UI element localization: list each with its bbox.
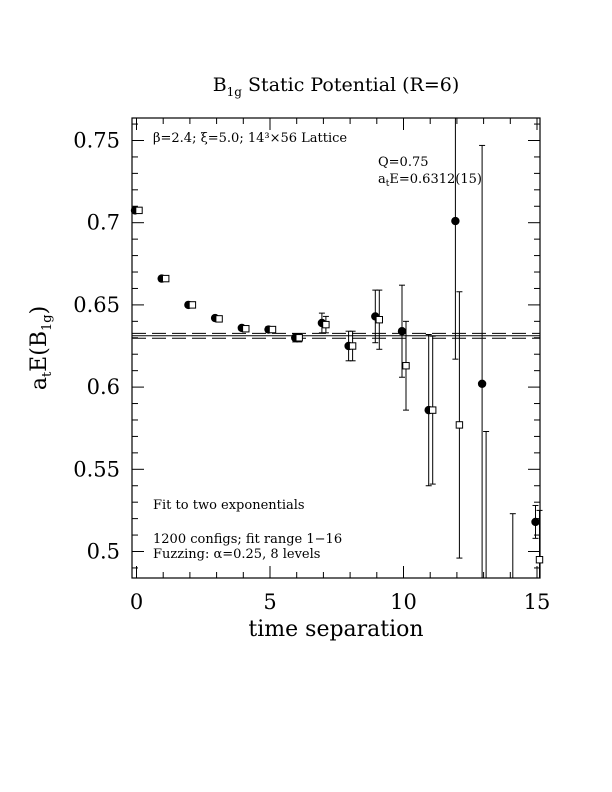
square-marker (535, 556, 544, 564)
square-marker (455, 421, 464, 429)
square-marker (188, 301, 197, 309)
lattice-annotation: β=2.4; ξ=5.0; 14³×56 Lattice (153, 131, 347, 146)
square-marker (242, 325, 250, 333)
square-data-point (535, 509, 544, 578)
ylabel-e: E(B (27, 331, 52, 372)
ylabel-sub: 1g (40, 314, 55, 331)
title-subscript: 1g (227, 85, 243, 99)
y-tick-label: 0.65 (73, 293, 120, 317)
ylabel-close: ) (27, 306, 52, 315)
square-data-point (483, 430, 490, 578)
energy-rest: E=0.6312(15) (389, 172, 482, 187)
energy-annotation: atE=0.6312(15) (378, 172, 482, 189)
ylabel-t: t (40, 371, 55, 377)
square-data-point (429, 335, 437, 485)
ylabel-a: a (27, 377, 52, 390)
circle-data-point (477, 144, 487, 578)
energy-t: t (386, 179, 390, 189)
square-marker (322, 320, 330, 329)
square-data-point (455, 291, 464, 559)
energy-a: a (378, 172, 386, 187)
y-tick-labels: 0.5 0.55 0.6 0.65 0.7 0.75 (73, 129, 120, 564)
square-marker (215, 315, 223, 323)
fuzzing-annotation: Fuzzing: α=0.25, 8 levels (153, 547, 320, 562)
fit-type-annotation: Fit to two exponentials (153, 498, 305, 513)
title-main: B (213, 74, 227, 96)
x-axis-label: time separation (248, 617, 423, 642)
x-tick-label: 15 (524, 590, 551, 614)
plot-frame (131, 117, 541, 579)
circle-marker (531, 517, 540, 527)
square-marker (135, 206, 143, 215)
circle-marker (451, 216, 460, 226)
axis-ticks (132, 118, 540, 578)
circle-marker (397, 327, 407, 336)
y-tick-label: 0.6 (87, 375, 120, 399)
square-data-point (268, 325, 277, 334)
q-annotation: Q=0.75 (378, 155, 429, 170)
circle-data-point (397, 284, 407, 378)
y-tick-label: 0.5 (87, 540, 120, 564)
x-tick-labels: 0 5 10 15 (130, 590, 551, 614)
square-data-point (162, 274, 170, 283)
square-marker (295, 334, 303, 342)
x-tick-label: 10 (390, 590, 417, 614)
x-tick-label: 5 (263, 590, 276, 614)
square-marker (429, 406, 437, 414)
y-tick-label: 0.7 (87, 211, 120, 235)
configs-annotation: 1200 configs; fit range 1−16 (153, 532, 342, 547)
square-marker (348, 342, 357, 350)
circle-marker (477, 379, 487, 389)
square-data-point (348, 330, 357, 362)
square-marker (402, 362, 410, 370)
y-tick-label: 0.55 (73, 457, 120, 481)
square-data-point (509, 513, 516, 578)
square-data-point (402, 320, 410, 411)
x-tick-label: 0 (130, 590, 143, 614)
square-data-point (242, 325, 250, 333)
data-points (130, 118, 544, 578)
circle-data-point (451, 118, 460, 360)
square-data-point (322, 315, 330, 334)
chart-title: B1g Static Potential (R=6) (213, 74, 460, 99)
square-marker (268, 325, 277, 334)
fit-lines (132, 332, 540, 339)
square-data-point (135, 206, 143, 215)
square-data-point (375, 289, 384, 350)
square-data-point (295, 333, 303, 343)
square-data-point (215, 315, 223, 323)
y-axis-label: atE(B1g) (27, 306, 55, 390)
square-marker (375, 315, 384, 324)
circle-data-point (531, 504, 540, 539)
y-tick-label: 0.75 (73, 129, 120, 153)
square-data-point (188, 301, 197, 309)
square-marker (162, 274, 170, 283)
title-rest: Static Potential (R=6) (242, 74, 459, 96)
